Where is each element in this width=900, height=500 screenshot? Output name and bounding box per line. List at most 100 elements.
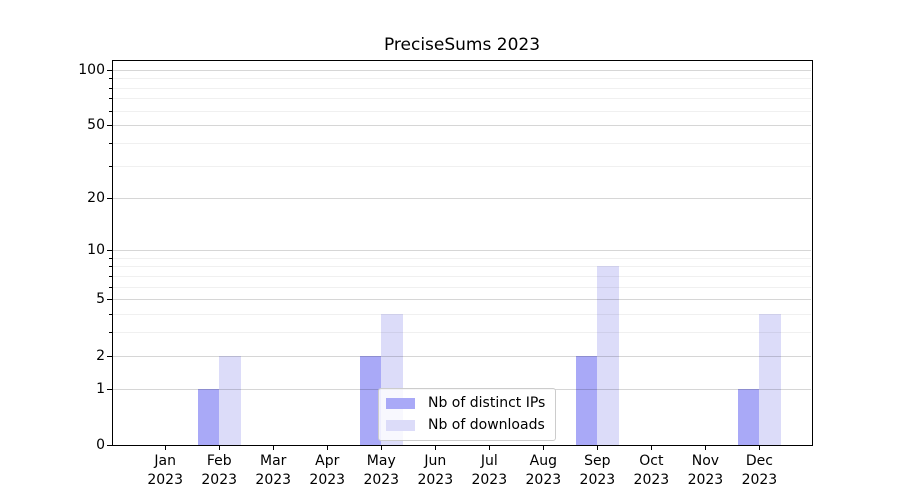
- major-gridline: [113, 197, 811, 199]
- x-tick-label-sep: Sep 2023: [562, 452, 632, 490]
- minor-gridline: [113, 286, 811, 288]
- minor-gridline: [113, 266, 811, 268]
- x-tick-month: Jun: [424, 453, 447, 469]
- x-tick-year: 2023: [147, 472, 183, 488]
- x-tick-label-oct: Oct 2023: [616, 452, 686, 490]
- y-minor-tick-mark: [109, 266, 112, 268]
- x-tick-year: 2023: [363, 472, 400, 488]
- minor-gridline: [113, 87, 811, 89]
- major-gridline: [113, 69, 811, 71]
- x-tick-mark: [273, 446, 275, 450]
- minor-gridline: [113, 98, 811, 100]
- legend-label-downloads: Nb of downloads: [428, 417, 545, 433]
- y-tick-label: 1: [96, 380, 105, 397]
- y-tick-mark: [107, 388, 112, 390]
- x-tick-mark: [543, 446, 545, 450]
- bar-feb-distinct-ips: [197, 388, 220, 445]
- minor-gridline: [113, 275, 811, 277]
- x-tick-month: Jul: [480, 453, 498, 469]
- y-minor-tick-mark: [109, 110, 112, 112]
- y-tick-label: 50: [87, 117, 105, 134]
- x-tick-year: 2023: [255, 472, 292, 488]
- bar-may-distinct-ips: [359, 355, 382, 445]
- x-tick-month: May: [366, 453, 396, 469]
- x-tick-mark: [489, 446, 491, 450]
- y-minor-tick-mark: [109, 143, 112, 145]
- x-tick-year: 2023: [579, 472, 616, 488]
- y-tick-label: 10: [87, 242, 105, 259]
- minor-gridline: [113, 143, 811, 145]
- x-tick-year: 2023: [633, 472, 670, 488]
- bar-sep-distinct-ips: [575, 355, 598, 445]
- y-tick-label: 5: [96, 291, 105, 308]
- x-tick-mark: [165, 446, 167, 450]
- y-tick-mark: [107, 355, 112, 357]
- y-tick-mark: [107, 250, 112, 252]
- right-spine: [812, 60, 813, 446]
- minor-gridline: [113, 110, 811, 112]
- bottom-spine: [112, 445, 813, 446]
- legend-entry-distinct-ips: Nb of distinct IPs: [386, 395, 545, 412]
- x-tick-label-jul: Jul 2023: [454, 452, 524, 490]
- y-tick-label: 0: [96, 437, 105, 453]
- bar-dec-downloads: [759, 314, 781, 445]
- x-tick-mark: [759, 446, 761, 450]
- legend-swatch-downloads-icon: [386, 420, 415, 431]
- y-minor-tick-mark: [109, 275, 112, 277]
- y-tick-label: 100: [78, 61, 105, 78]
- y-minor-tick-mark: [109, 165, 112, 167]
- major-gridline: [113, 355, 811, 357]
- x-tick-year: 2023: [309, 472, 346, 488]
- x-tick-year: 2023: [687, 472, 724, 488]
- y-minor-tick-mark: [109, 257, 112, 259]
- x-tick-label-mar: Mar 2023: [238, 452, 308, 490]
- x-tick-mark: [327, 446, 329, 450]
- x-tick-year: 2023: [525, 472, 562, 488]
- y-minor-tick-mark: [109, 286, 112, 288]
- minor-gridline: [113, 165, 811, 167]
- minor-gridline: [113, 257, 811, 259]
- top-spine: [112, 60, 813, 61]
- legend-label-distinct-ips: Nb of distinct IPs: [428, 395, 546, 411]
- y-tick-mark: [107, 197, 112, 199]
- y-tick-mark: [107, 69, 112, 71]
- x-tick-month: Mar: [260, 453, 287, 469]
- y-tick-mark: [107, 299, 112, 301]
- left-spine: [112, 60, 113, 446]
- x-tick-month: Jan: [154, 453, 176, 469]
- x-tick-label-feb: Feb 2023: [184, 452, 254, 490]
- x-tick-year: 2023: [417, 472, 454, 488]
- x-tick-year: 2023: [471, 472, 508, 488]
- y-minor-tick-mark: [109, 332, 112, 334]
- x-tick-year: 2023: [741, 472, 778, 488]
- y-minor-tick-mark: [109, 87, 112, 89]
- major-gridline: [113, 299, 811, 301]
- x-tick-label-jun: Jun 2023: [400, 452, 470, 490]
- x-tick-label-nov: Nov 2023: [670, 452, 740, 490]
- x-tick-mark: [381, 446, 383, 450]
- legend-swatch-distinct-ips-icon: [386, 398, 415, 409]
- y-minor-tick-mark: [109, 78, 112, 80]
- x-tick-mark: [435, 446, 437, 450]
- bar-sep-downloads: [597, 266, 619, 445]
- legend-entry-downloads: Nb of downloads: [386, 417, 545, 434]
- x-tick-label-dec: Dec 2023: [724, 452, 794, 490]
- x-tick-label-aug: Aug 2023: [508, 452, 578, 490]
- y-tick-mark: [107, 125, 112, 127]
- x-tick-mark: [705, 446, 707, 450]
- minor-gridline: [113, 78, 811, 80]
- chart-title: PreciseSums 2023: [383, 35, 541, 55]
- major-gridline: [113, 125, 811, 127]
- x-tick-mark: [597, 446, 599, 450]
- x-tick-label-jan: Jan 2023: [130, 452, 200, 490]
- y-tick-label: 2: [96, 347, 105, 364]
- x-tick-month: Apr: [315, 453, 340, 469]
- x-tick-label-may: May 2023: [346, 452, 416, 490]
- y-tick-mark: [107, 445, 112, 446]
- minor-gridline: [113, 314, 811, 316]
- legend: Nb of distinct IPs Nb of downloads: [378, 388, 557, 441]
- x-tick-month: Oct: [639, 453, 664, 469]
- x-tick-month: Nov: [691, 453, 720, 469]
- x-tick-mark: [219, 446, 221, 450]
